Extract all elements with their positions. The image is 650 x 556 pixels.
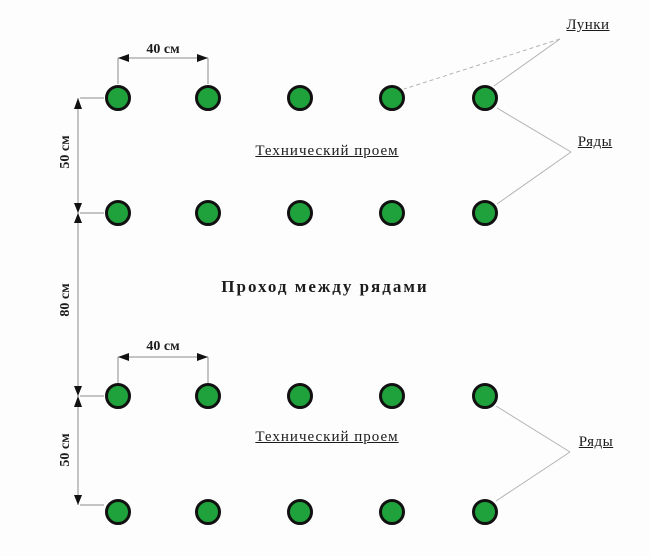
hole-circle: [195, 200, 221, 226]
dimension-40cm-top: [117, 54, 209, 84]
hole-circle: [105, 499, 131, 525]
dimension-50cm-bottom: [74, 396, 104, 506]
hole-circle: [287, 200, 313, 226]
hole-circle: [379, 383, 405, 409]
leader-line: [495, 405, 571, 453]
leader-line: [496, 151, 572, 205]
hole-circle: [472, 200, 498, 226]
leader-line: [493, 38, 561, 87]
leader-line: [496, 107, 572, 153]
holes-callout-leaders: [403, 38, 561, 90]
arrow-left-icon: [118, 54, 129, 62]
arrow-down-icon: [74, 495, 82, 505]
dimension-label-80cm: 80 см: [58, 283, 73, 317]
hole-circle: [287, 499, 313, 525]
arrow-up-icon: [74, 213, 82, 223]
arrow-left-icon: [118, 353, 129, 361]
holes-callout-label: Лунки: [566, 17, 610, 33]
rows-callout-label-top: Ряды: [577, 134, 613, 150]
dimension-50cm-top: [74, 97, 104, 214]
hole-circle: [195, 85, 221, 111]
dimension-40cm-bottom: [117, 353, 209, 383]
hole-circle: [379, 499, 405, 525]
arrow-down-icon: [74, 386, 82, 396]
hole-circle: [105, 200, 131, 226]
dimension-label-50cm-top: 50 см: [58, 135, 73, 169]
passage-note: Проход между рядами: [221, 277, 429, 296]
arrow-up-icon: [74, 98, 82, 109]
hole-circle: [105, 85, 131, 111]
dimension-80cm: [74, 213, 104, 397]
dimension-label-40cm-bottom: 40 см: [146, 339, 180, 354]
hole-circle: [472, 383, 498, 409]
hole-circle: [472, 85, 498, 111]
rows-callout-label-bottom: Ряды: [578, 434, 614, 450]
hole-circle: [287, 383, 313, 409]
leader-line: [495, 451, 571, 502]
arrow-right-icon: [197, 353, 208, 361]
leader-line: [403, 38, 561, 90]
tech-gap-note-bottom: Технический проем: [255, 429, 399, 445]
rows-callout-leaders-bottom: [495, 405, 571, 502]
hole-circle: [379, 200, 405, 226]
dimension-label-40cm-top: 40 см: [146, 42, 180, 57]
hole-circle: [195, 499, 221, 525]
arrow-up-icon: [74, 396, 82, 407]
hole-circle: [472, 499, 498, 525]
dimension-label-50cm-bottom: 50 см: [58, 433, 73, 467]
tech-gap-note-top: Технический проем: [255, 143, 399, 159]
hole-circle: [287, 85, 313, 111]
arrow-right-icon: [197, 54, 208, 62]
hole-circle: [379, 85, 405, 111]
hole-circle: [105, 383, 131, 409]
arrow-down-icon: [74, 203, 82, 213]
hole-circle: [195, 383, 221, 409]
rows-callout-leaders-top: [496, 107, 572, 205]
